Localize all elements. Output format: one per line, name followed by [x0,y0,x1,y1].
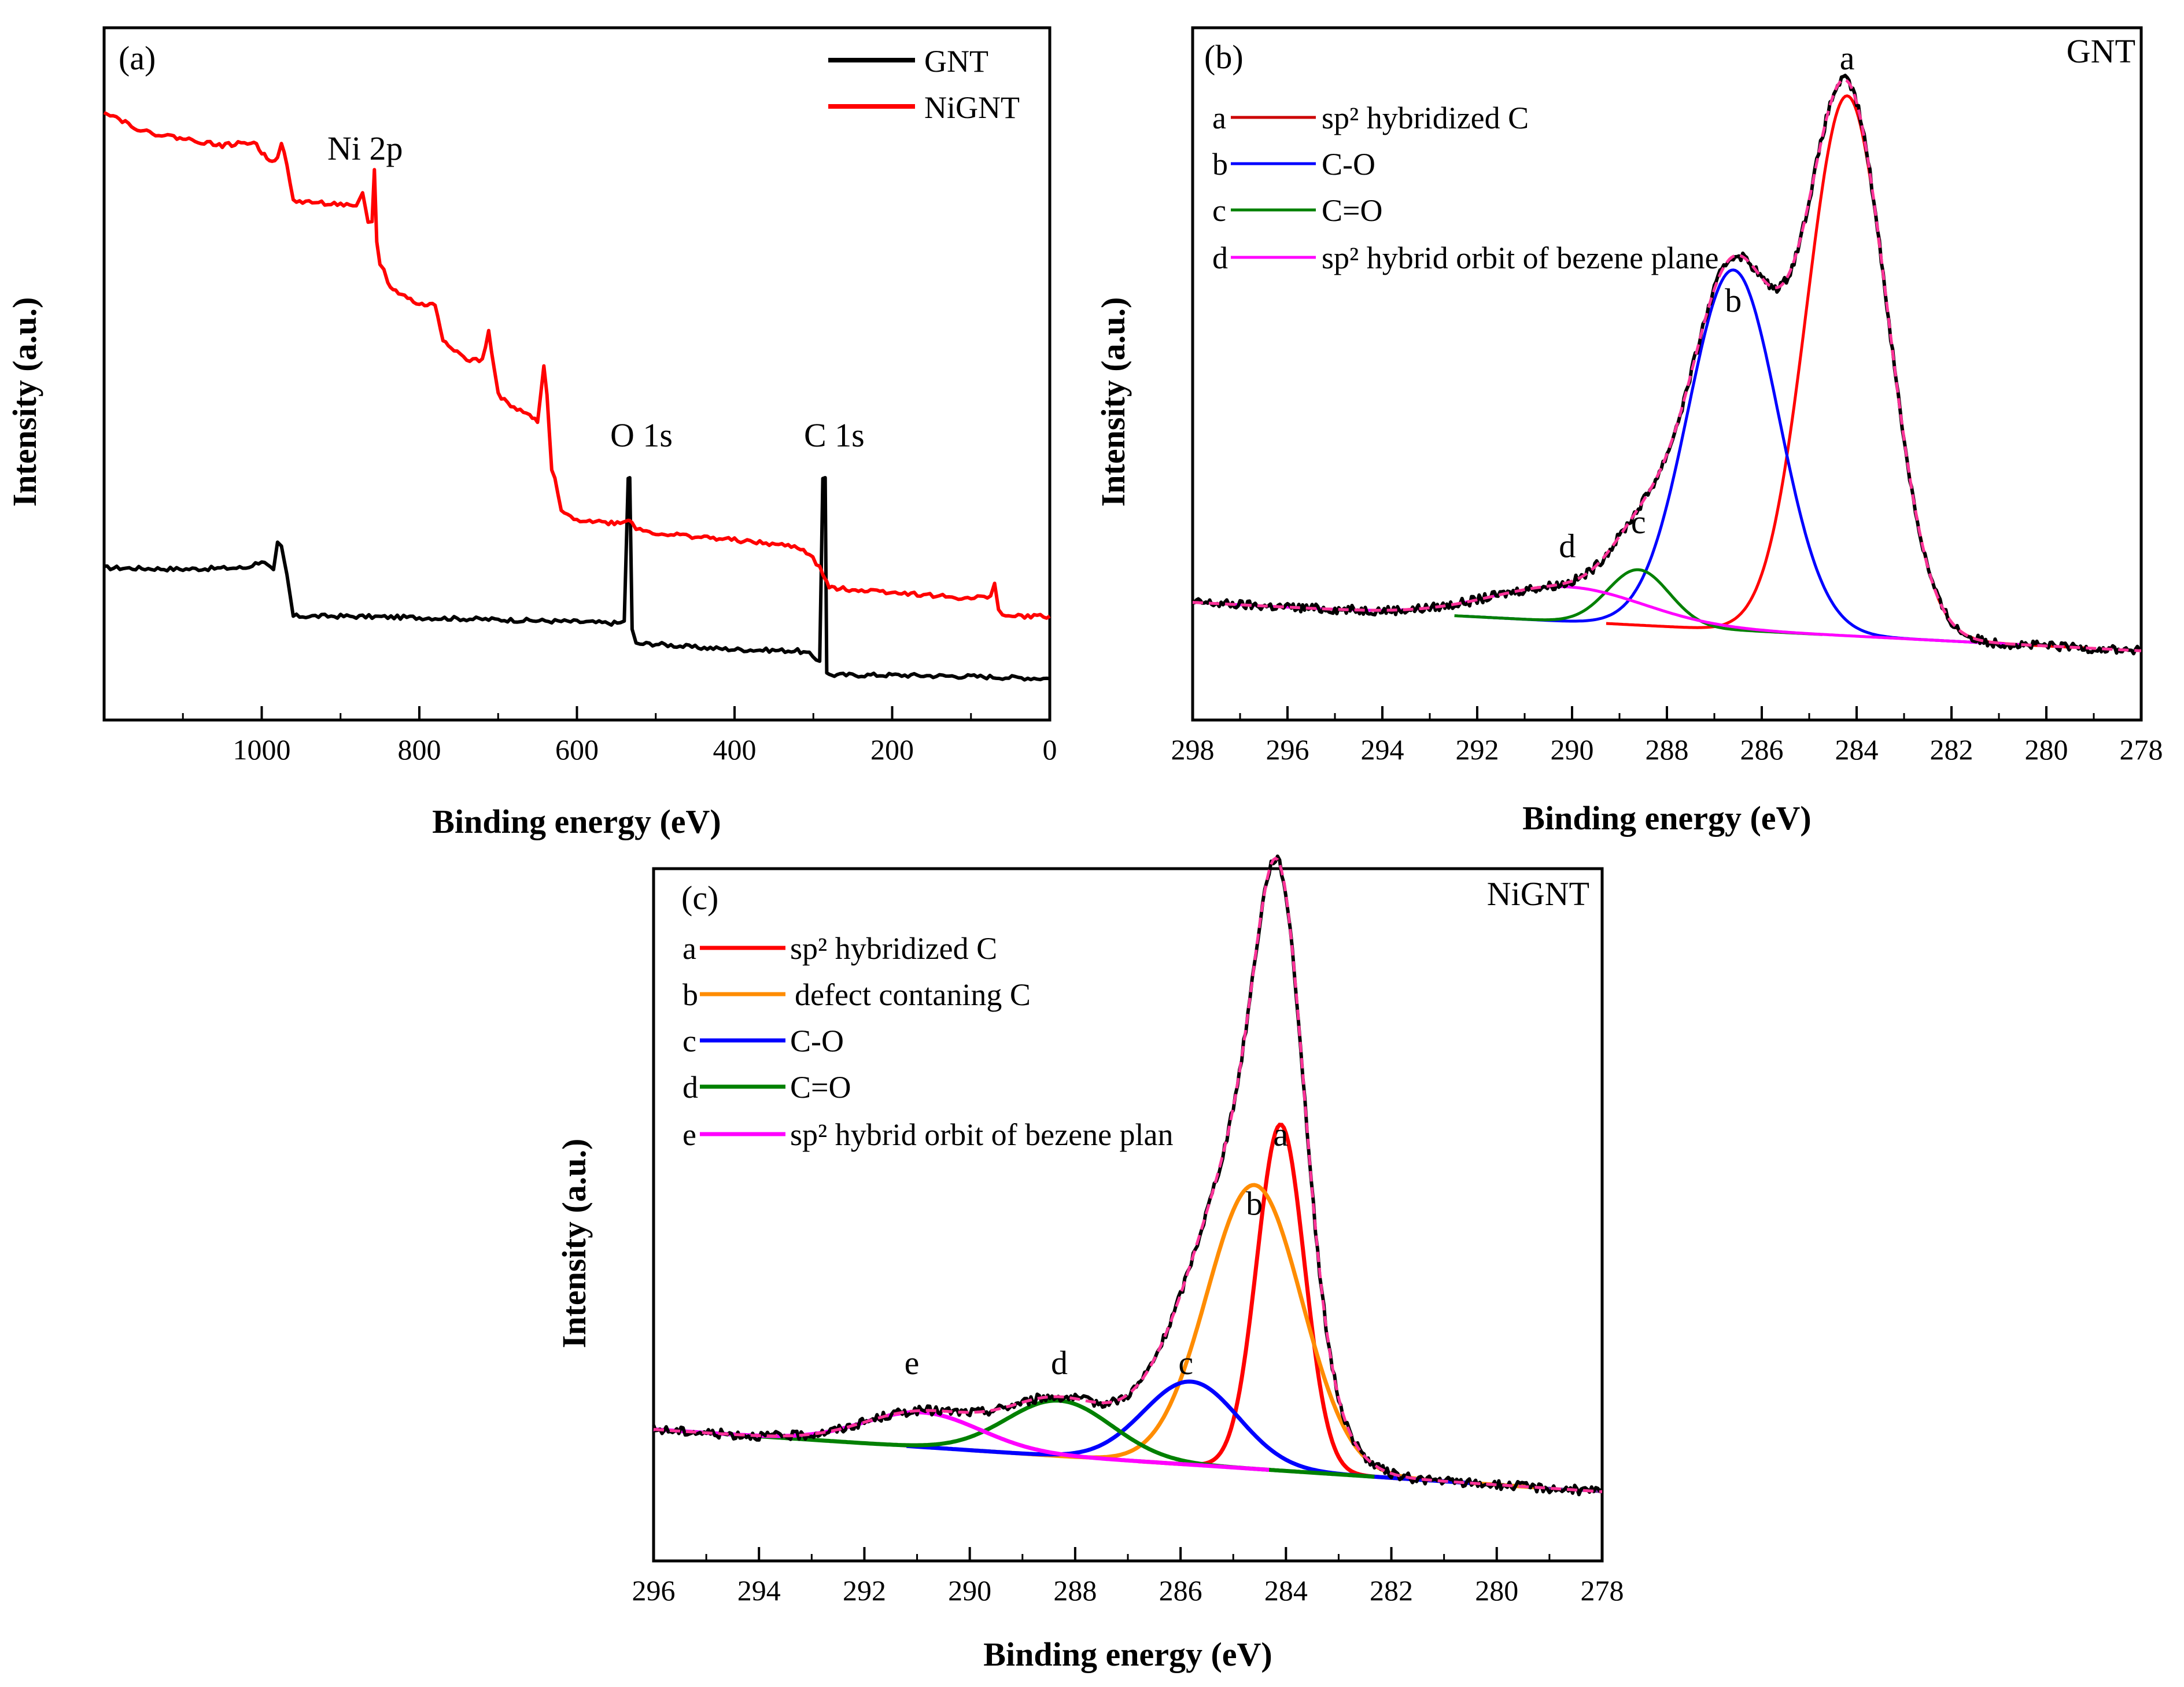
panel-b-envelope-line [1192,78,2142,652]
panel-c-xlabel: Binding energy (eV) [983,1636,1272,1673]
panel-c-component-b [969,1183,1537,1490]
panel-b-peak-label-c: c [1631,503,1646,541]
panel-b-tick-label: 288 [1646,733,1689,766]
panel-a-tick-label: 1000 [233,733,291,766]
panel-b-legend-key-c: c [1212,193,1226,228]
panel-a-series [103,110,1051,682]
panel-c-frame [652,867,1604,1563]
panel-c-peak-labels: ab c d e [905,1116,1289,1382]
panel-b-tick-label: 284 [1835,733,1879,766]
panel-b-tick-label: 282 [1930,733,1973,766]
panel-b-tick-label: 294 [1361,733,1404,766]
panel-a-tick-label: 800 [398,733,441,766]
panel-b-curves [1191,73,2143,656]
panel-c-component-d [744,1398,1375,1479]
panel-c-legend-key-d: d [682,1070,698,1105]
legend-nignt-label: NiGNT [924,90,1020,125]
panel-b-legend-text-a: sp² hybridized C [1322,101,1529,135]
panel-c-legend-key-b: b [682,977,698,1012]
panel-b-tick-label: 278 [2120,733,2163,766]
panel-c-legend-text-c: C-O [790,1024,844,1058]
panel-a-frame [102,26,1052,722]
panel-c-component-c [906,1379,1474,1486]
panel-b-legend-key-d: d [1212,241,1228,275]
panel-b-peak-label-b: b [1725,282,1742,319]
panel-b-sample-label: GNT [2067,32,2135,70]
panel-c-tick-label: 280 [1475,1574,1518,1607]
panel-a-tick-label: 200 [870,733,914,766]
panel-b-legend-key-a: a [1212,101,1226,135]
panel-b-legend-text-d: sp² hybrid orbit of bezene plane [1322,241,1718,275]
panel-c-peak-label-e: e [905,1344,920,1382]
panel-c-peak-label-a: a [1273,1116,1288,1153]
panel-b: 298 296 294 292 290 288 286 284 282 280 278 (b) GN… [1094,26,2163,837]
panel-c-sample-label: NiGNT [1487,875,1589,913]
panel-b-xlabel: Binding energy (eV) [1522,799,1811,837]
annotation-ni2p: Ni 2p [327,130,403,167]
panel-c-peak-label-d: d [1051,1344,1068,1382]
panel-c-tick-label: 286 [1159,1574,1202,1607]
panel-c-envelope-line [653,857,1603,1493]
panel-a-tick-label: 0 [1043,733,1057,766]
panel-c-tick-label: 294 [737,1574,781,1607]
panel-c-curves [652,854,1604,1497]
series-nignt [103,110,1051,620]
panel-b-peak-labels: a b c d [1559,39,1854,565]
panel-c-ticks: 296 294 292 290 288 286 284 282 280 278 [632,1547,1624,1607]
panel-c-tick-label: 296 [632,1574,676,1607]
panel-b-legend-key-b: b [1212,147,1228,182]
panel-c-peak-label-c: c [1178,1344,1193,1382]
panel-b-tick-label: 286 [1740,733,1784,766]
panel-c: 296 294 292 290 288 286 284 282 280 278 (c) NiGNT… [555,854,1624,1673]
panel-c-peak-label-b: b [1246,1185,1263,1223]
panel-a-xlabel: Binding energy (eV) [432,803,721,840]
panel-c-tick-label: 290 [948,1574,991,1607]
panel-c-legend-text-b: defect contaning C [795,977,1031,1012]
panel-a-ylabel: Intensity (a.u.) [6,297,43,507]
panel-b-peak-label-a: a [1840,39,1855,77]
panel-a: 1000 800 600 400 200 0 (a) GNT NiGNT Ni 2p O … [6,26,1057,840]
panel-c-legend: a sp² hybridized C b defect contaning C … [682,931,1174,1152]
panel-c-label: (c) [681,879,718,917]
panel-b-ylabel: Intensity (a.u.) [1094,297,1132,507]
panel-b-tick-label: 280 [2025,733,2068,766]
panel-b-legend-text-b: C-O [1322,147,1375,182]
panel-c-tick-label: 292 [843,1574,886,1607]
panel-c-legend-text-e: sp² hybrid orbit of bezene plan [790,1117,1174,1152]
series-gnt [104,476,1050,682]
panel-c-ylabel: Intensity (a.u.) [555,1139,593,1349]
panel-c-legend-key-a: a [682,931,696,966]
panel-c-legend-text-a: sp² hybridized C [790,931,997,966]
panel-a-tick-label: 400 [713,733,757,766]
panel-a-ticks: 1000 800 600 400 200 0 [103,706,1057,766]
panel-c-tick-label: 282 [1370,1574,1413,1607]
panel-c-tick-label: 278 [1581,1574,1624,1607]
panel-b-tick-label: 290 [1551,733,1594,766]
panel-c-legend-text-d: C=O [790,1070,851,1105]
panel-a-tick-label: 600 [555,733,599,766]
panel-b-tick-label: 296 [1266,733,1309,766]
panel-b-component-a [1606,94,2089,650]
panel-b-peak-label-d: d [1559,527,1576,565]
legend-gnt-label: GNT [924,44,988,79]
annotation-c1s: C 1s [804,416,865,454]
panel-c-tick-label: 284 [1264,1574,1308,1607]
panel-a-label: (a) [119,39,156,77]
panel-b-tick-label: 292 [1456,733,1499,766]
panel-c-tick-label: 288 [1053,1574,1097,1607]
panel-b-legend: a sp² hybridized C b C-O c C=O d sp² hyb… [1212,101,1718,275]
panel-b-tick-label: 298 [1171,733,1215,766]
annotation-o1s: O 1s [610,416,673,454]
panel-b-legend-text-c: C=O [1322,193,1382,228]
panel-c-legend-key-e: e [682,1117,696,1152]
panel-b-ticks: 298 296 294 292 290 288 286 284 282 280 278 [1171,706,2163,766]
panel-c-legend-key-c: c [682,1024,696,1058]
panel-b-label: (b) [1204,38,1244,76]
panel-c-component-a [1138,1123,1421,1482]
